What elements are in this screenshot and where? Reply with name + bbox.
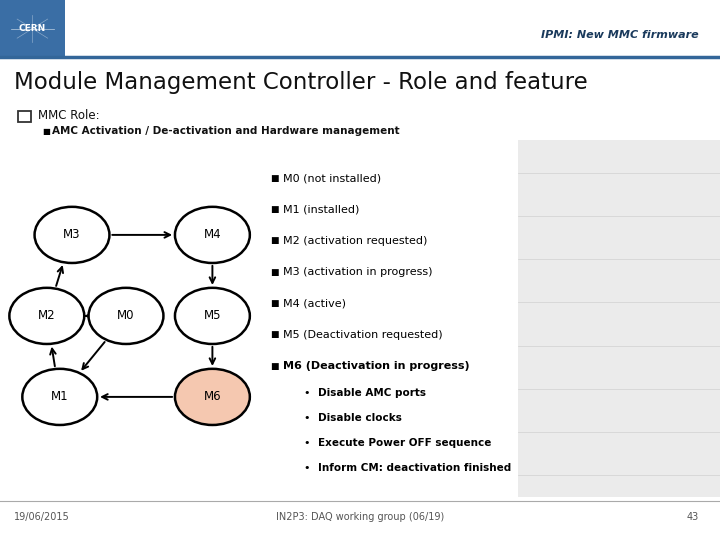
Text: CERN: CERN [19, 24, 46, 33]
Text: ■: ■ [270, 174, 279, 183]
Text: ■: ■ [270, 205, 279, 214]
Text: Disable clocks: Disable clocks [318, 413, 401, 423]
Text: •: • [303, 388, 310, 398]
Text: ■: ■ [270, 268, 279, 276]
Text: M0 (not installed): M0 (not installed) [283, 173, 381, 183]
Text: ■: ■ [42, 127, 50, 136]
Circle shape [175, 369, 250, 425]
Text: ■: ■ [270, 299, 279, 308]
Circle shape [175, 288, 250, 344]
Text: M5: M5 [204, 309, 221, 322]
Text: M3: M3 [63, 228, 81, 241]
Text: •: • [303, 413, 310, 423]
Text: IN2P3: DAQ working group (06/19): IN2P3: DAQ working group (06/19) [276, 512, 444, 522]
Bar [518, 140, 720, 497]
Text: MMC Role:: MMC Role: [38, 109, 100, 122]
Text: ■: ■ [270, 237, 279, 245]
Text: M2: M2 [38, 309, 55, 322]
Circle shape [35, 207, 109, 263]
Text: 19/06/2015: 19/06/2015 [14, 512, 70, 522]
Text: Disable AMC ports: Disable AMC ports [318, 388, 426, 398]
Circle shape [22, 369, 97, 425]
FancyBboxPatch shape [18, 111, 31, 122]
Text: ■: ■ [270, 362, 279, 370]
Text: M6: M6 [204, 390, 221, 403]
Circle shape [175, 207, 250, 263]
Text: Execute Power OFF sequence: Execute Power OFF sequence [318, 438, 491, 448]
Text: 43: 43 [686, 512, 698, 522]
Text: M1 (installed): M1 (installed) [283, 205, 359, 214]
Text: M4 (active): M4 (active) [283, 299, 346, 308]
Text: IPMI: New MMC firmware: IPMI: New MMC firmware [541, 30, 698, 40]
Text: M2 (activation requested): M2 (activation requested) [283, 236, 428, 246]
Text: •: • [303, 438, 310, 448]
Text: M5 (Deactivation requested): M5 (Deactivation requested) [283, 330, 443, 340]
Text: •: • [303, 463, 310, 472]
Text: M1: M1 [51, 390, 68, 403]
Text: M0: M0 [117, 309, 135, 322]
Bar [0, 0, 65, 57]
Circle shape [9, 288, 84, 344]
Text: ■: ■ [270, 330, 279, 339]
Text: M3 (activation in progress): M3 (activation in progress) [283, 267, 433, 277]
Text: M6 (Deactivation in progress): M6 (Deactivation in progress) [283, 361, 469, 371]
Circle shape [89, 288, 163, 344]
Text: M4: M4 [204, 228, 221, 241]
Text: Inform CM: deactivation finished: Inform CM: deactivation finished [318, 463, 510, 472]
Text: Module Management Controller - Role and feature: Module Management Controller - Role and … [14, 71, 588, 94]
Text: AMC Activation / De-activation and Hardware management: AMC Activation / De-activation and Hardw… [52, 126, 400, 136]
